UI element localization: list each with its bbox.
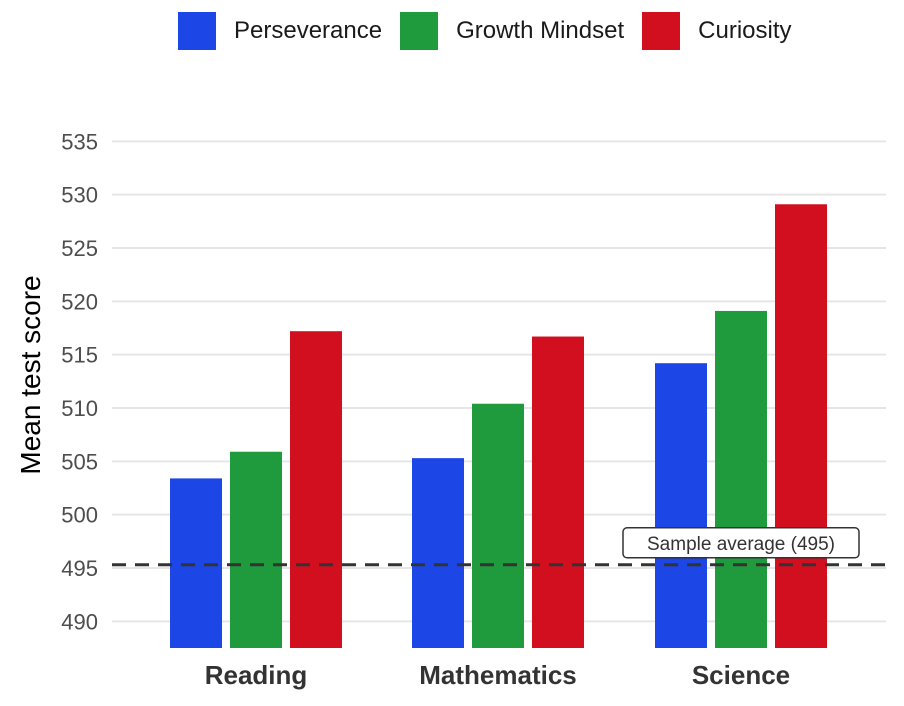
legend-label-perseverance: Perseverance (234, 17, 383, 44)
reference-label: Sample average (495) (647, 534, 835, 555)
y-tick-label-490: 490 (61, 609, 98, 634)
y-axis-title: Mean test score (15, 275, 46, 474)
axis-layer: 490 495 500 505 510 515 520 525 530 535 Reading Mat… (61, 129, 790, 690)
bar-mathematics-growth-mindset (472, 403, 524, 648)
x-tick-label-science: Science (692, 660, 790, 690)
bar-reading-curiosity (290, 331, 342, 648)
legend-swatch-curiosity (642, 12, 681, 50)
legend-item-perseverance: Perseverance (178, 12, 382, 50)
legend-item-curiosity: Curiosity (642, 12, 792, 50)
legend-label-curiosity: Curiosity (698, 17, 792, 44)
y-tick-label-510: 510 (61, 396, 98, 421)
reference-line-layer: Sample average (495) (112, 527, 886, 567)
y-tick-label-505: 505 (61, 449, 98, 474)
y-tick-label-530: 530 (61, 183, 98, 208)
bar-layer (170, 204, 827, 648)
legend: Perseverance Growth Mindset Curiosity (178, 12, 810, 50)
legend-swatch-perseverance (178, 12, 216, 50)
bar-mathematics-perseverance (412, 458, 464, 648)
legend-item-growth-mindset: Growth Mindset (400, 12, 624, 50)
bar-mathematics-curiosity (532, 336, 584, 648)
bar-science-curiosity (775, 204, 827, 648)
y-tick-label-525: 525 (61, 236, 98, 261)
legend-label-growth-mindset: Growth Mindset (456, 17, 625, 44)
x-tick-label-reading: Reading (205, 660, 308, 690)
x-tick-label-mathematics: Mathematics (419, 660, 577, 690)
bar-reading-growth-mindset (230, 451, 282, 648)
bar-reading-perseverance (170, 478, 222, 648)
y-tick-label-495: 495 (61, 556, 98, 581)
y-tick-label-535: 535 (61, 129, 98, 154)
y-tick-label-520: 520 (61, 289, 98, 314)
y-tick-label-500: 500 (61, 503, 98, 528)
reference-label-box (622, 527, 860, 559)
legend-swatch-growth-mindset (400, 12, 439, 50)
bar-science-growth-mindset (715, 310, 767, 648)
bar-science-perseverance (655, 363, 707, 648)
y-tick-label-515: 515 (61, 343, 98, 368)
